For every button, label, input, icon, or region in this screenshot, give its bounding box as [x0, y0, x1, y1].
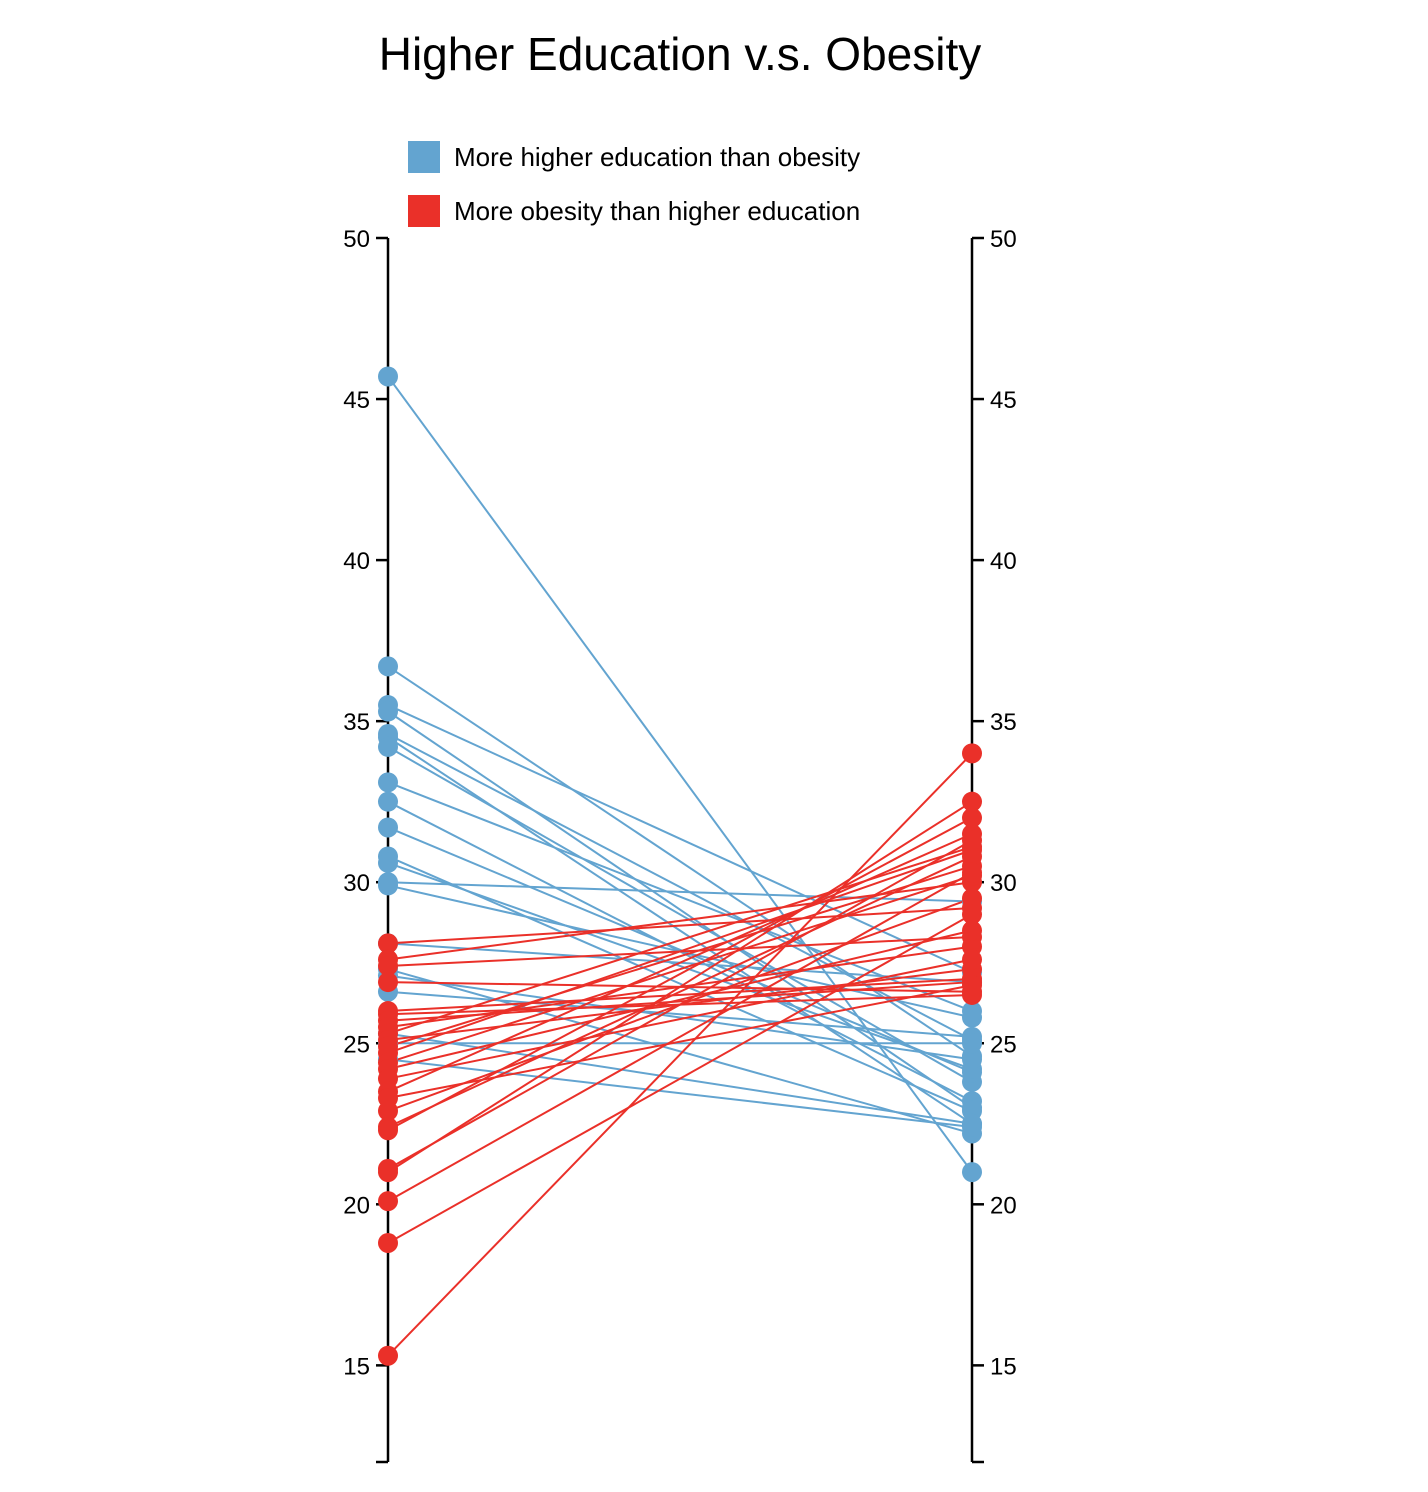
- slope-line-higher-education: [387, 990, 973, 1038]
- slope-line-obesity: [387, 929, 973, 1071]
- right-point-higher-education: [962, 1049, 982, 1070]
- left-point-higher-education: [378, 701, 398, 722]
- right-axis-tick-label: 30: [990, 870, 1017, 897]
- left-axis-tick-label: 25: [343, 1031, 370, 1058]
- right-point-higher-education: [962, 1117, 982, 1138]
- right-point-obesity: [962, 888, 982, 909]
- legend-swatch-more-higher-education: [408, 141, 440, 173]
- slope-line-higher-education: [387, 968, 973, 1135]
- left-point-higher-education: [378, 736, 398, 757]
- right-point-obesity: [962, 791, 982, 812]
- slope-line-higher-education: [387, 375, 973, 1173]
- slope-line-obesity: [387, 839, 973, 1170]
- left-point-obesity: [378, 1162, 398, 1183]
- right-point-obesity: [962, 807, 982, 828]
- slope-line-obesity: [387, 906, 973, 945]
- right-point-obesity: [962, 920, 982, 941]
- slope-line-obesity: [387, 874, 973, 1064]
- slope-line-obesity: [387, 871, 973, 1202]
- right-axis-tick-label: 35: [990, 709, 1017, 736]
- slope-line-higher-education: [387, 665, 973, 1057]
- right-point-higher-education: [962, 1162, 982, 1183]
- right-point-obesity: [962, 949, 982, 970]
- right-axis-tick-label: 20: [990, 1192, 1017, 1219]
- left-point-higher-education: [378, 852, 398, 873]
- slope-line-obesity: [387, 977, 973, 1013]
- right-axis-tick-label: 40: [990, 548, 1017, 575]
- left-axis-tick-label: 30: [343, 870, 370, 897]
- slope-line-higher-education: [387, 861, 973, 1070]
- right-axis-tick-label: 15: [990, 1353, 1017, 1380]
- slope-line-obesity: [387, 958, 973, 1080]
- left-point-higher-education: [378, 656, 398, 677]
- left-point-higher-education: [378, 817, 398, 838]
- slope-line-higher-education: [387, 781, 973, 1012]
- slope-line-obesity: [387, 849, 973, 1054]
- slope-line-higher-education: [387, 746, 973, 1083]
- legend-swatch-more-obesity: [408, 195, 440, 227]
- left-axis-tick-label: 20: [343, 1192, 370, 1219]
- slope-line-higher-education: [387, 826, 973, 1074]
- left-point-obesity: [378, 1191, 398, 1212]
- slope-line-obesity: [387, 752, 973, 1357]
- left-axis-tick-label: 45: [343, 387, 370, 414]
- left-point-higher-education: [378, 791, 398, 812]
- right-axis-tick-label: 45: [990, 387, 1017, 414]
- right-point-higher-education: [962, 1007, 982, 1028]
- left-point-higher-education: [378, 366, 398, 387]
- slope-line-obesity: [387, 816, 973, 1132]
- slope-points: [378, 366, 982, 1366]
- left-axis-tick-label: 40: [343, 548, 370, 575]
- left-point-higher-education: [378, 772, 398, 793]
- right-point-obesity: [962, 975, 982, 996]
- axes: 15 15 20 20 25 25 30 30 35 35 40 40 45 45 50 50: [343, 226, 1017, 1464]
- slope-line-obesity: [387, 832, 973, 1093]
- right-point-obesity: [962, 743, 982, 764]
- slope-line-obesity: [387, 855, 973, 1128]
- slope-line-obesity: [387, 913, 973, 1244]
- right-point-obesity: [962, 862, 982, 883]
- left-axis-tick-label: 35: [343, 709, 370, 736]
- left-point-obesity: [378, 1345, 398, 1366]
- left-point-higher-education: [378, 875, 398, 896]
- right-axis-tick-label: 50: [990, 226, 1017, 253]
- right-point-obesity: [962, 846, 982, 867]
- right-point-higher-education: [962, 1033, 982, 1054]
- slope-lines: [387, 375, 973, 1357]
- left-point-obesity: [378, 1100, 398, 1121]
- slope-line-obesity: [387, 800, 973, 1173]
- slope-line-higher-education: [387, 1058, 973, 1129]
- left-point-obesity: [378, 955, 398, 976]
- left-point-obesity: [378, 972, 398, 993]
- left-axis-tick-label: 15: [343, 1353, 370, 1380]
- left-point-obesity: [378, 1120, 398, 1141]
- right-point-obesity: [962, 904, 982, 925]
- slope-line-higher-education: [387, 704, 973, 974]
- legend: More higher education than obesity More …: [408, 141, 860, 227]
- chart-title: Higher Education v.s. Obesity: [379, 28, 982, 80]
- left-point-obesity: [378, 1232, 398, 1253]
- slope-line-higher-education: [387, 710, 973, 1109]
- slope-line-higher-education: [387, 974, 973, 1061]
- slope-line-higher-education: [387, 855, 973, 1112]
- right-point-obesity: [962, 830, 982, 851]
- legend-label-more-obesity: More obesity than higher education: [454, 196, 860, 226]
- left-axis-tick-label: 50: [343, 226, 370, 253]
- slope-line-higher-education: [387, 881, 973, 903]
- left-point-obesity: [378, 933, 398, 954]
- right-axis-tick-label: 25: [990, 1031, 1017, 1058]
- legend-label-more-higher-education: More higher education than obesity: [454, 142, 860, 172]
